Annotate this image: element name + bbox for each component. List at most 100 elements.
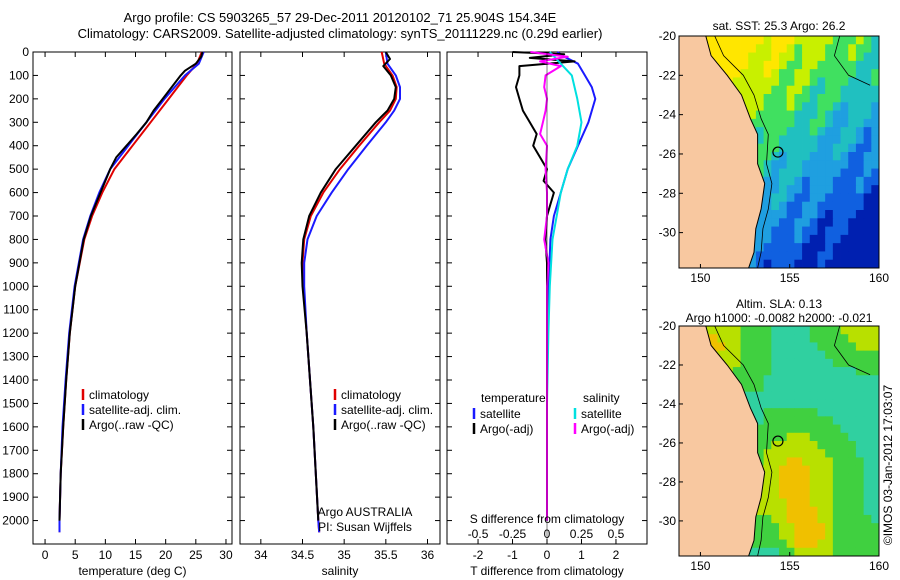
- map-cell: [809, 399, 818, 409]
- map-cell: [755, 408, 765, 417]
- map-cell: [763, 342, 772, 352]
- map-cell: [786, 85, 795, 95]
- map-cell: [763, 226, 772, 236]
- map-cell: [832, 334, 841, 343]
- map-cell: [871, 457, 880, 467]
- map-cell: [825, 110, 834, 120]
- plot-frame: [239, 51, 441, 545]
- map-cell: [817, 251, 826, 261]
- map-cell: [825, 498, 834, 508]
- map-cell: [794, 391, 803, 401]
- map-cell: [825, 60, 834, 70]
- map-cell: [763, 547, 772, 557]
- map-cell: [794, 94, 803, 103]
- map-cell: [863, 44, 872, 53]
- y-tick-label: -22: [659, 358, 677, 372]
- map-cell: [794, 143, 803, 153]
- map-cell: [863, 102, 872, 111]
- map-cell: [763, 201, 772, 211]
- map-cell: [848, 449, 857, 458]
- map-cell: [832, 441, 841, 450]
- map-cell: [809, 201, 818, 211]
- map-cell: [809, 408, 818, 417]
- map-cell: [871, 547, 880, 557]
- map-cell: [732, 69, 741, 78]
- map-cell: [755, 85, 765, 95]
- map-cell: [848, 36, 857, 45]
- map-cell: [840, 168, 849, 178]
- map-cell: [840, 416, 849, 425]
- legend-label: climatology: [341, 388, 401, 402]
- map-cell: [832, 490, 841, 499]
- map-cell: [763, 334, 772, 343]
- y-tick-label: 1800: [2, 467, 29, 481]
- map-cell: [840, 531, 849, 540]
- map-cell: [763, 375, 772, 384]
- map-cell: [840, 77, 849, 87]
- map-cell: [817, 334, 826, 343]
- map-cell: [725, 358, 734, 368]
- map-cell: [779, 110, 788, 120]
- map-cell: [817, 391, 826, 401]
- map-cell: [871, 118, 880, 128]
- map-cell: [771, 383, 780, 393]
- map-cell: [825, 326, 834, 335]
- map-cell: [802, 127, 811, 136]
- x-tick-label: 160: [869, 271, 889, 285]
- map-cell: [825, 449, 834, 458]
- map-cell: [786, 547, 795, 557]
- map-cell: [809, 482, 818, 491]
- s-tick-label: -0.5: [468, 527, 489, 541]
- map-cell: [786, 52, 795, 62]
- map-cell: [840, 226, 849, 236]
- map-cell: [779, 102, 788, 111]
- map-cell: [779, 44, 788, 53]
- map-cell: [871, 135, 880, 145]
- map-cell: [863, 514, 872, 524]
- map-cell: [755, 60, 765, 70]
- map-cell: [732, 36, 741, 45]
- y-tick-label: 300: [9, 115, 29, 129]
- map-cell: [863, 160, 872, 169]
- map-cell: [871, 424, 880, 434]
- map-cell: [832, 176, 841, 186]
- map-cell: [755, 218, 765, 227]
- depth-contour: [714, 36, 773, 268]
- map-cell: [871, 358, 880, 368]
- map-cell: [809, 432, 818, 442]
- map-cell: [717, 342, 726, 352]
- map-cell: [832, 210, 841, 219]
- map-cell: [755, 342, 765, 352]
- map-cell: [809, 243, 818, 252]
- map-cell: [748, 259, 757, 269]
- map-cell: [871, 143, 880, 153]
- map-cell: [817, 506, 826, 516]
- map-cell: [832, 36, 841, 45]
- map-cell: [848, 110, 857, 120]
- map-cell: [755, 358, 765, 368]
- map-cell: [848, 490, 857, 499]
- map-cell: [871, 375, 880, 384]
- map-cell: [871, 201, 880, 211]
- map-cell: [802, 514, 811, 524]
- map-cell: [817, 482, 826, 491]
- map-cell: [863, 424, 872, 434]
- y-tick-label: 1300: [2, 350, 29, 364]
- x-tick-label: 0: [544, 548, 551, 562]
- map-cell: [779, 498, 788, 508]
- map-cell: [794, 118, 803, 128]
- map-cell: [725, 36, 734, 45]
- map-cell: [802, 490, 811, 499]
- map-cell: [809, 523, 818, 532]
- map-cell: [848, 127, 857, 136]
- map-cell: [871, 85, 880, 95]
- map-cell: [809, 127, 818, 136]
- map-cell: [779, 152, 788, 161]
- map-cell: [802, 251, 811, 261]
- map-cell: [802, 432, 811, 442]
- map-cell: [802, 482, 811, 491]
- map-cell: [832, 110, 841, 120]
- map-cell: [871, 514, 880, 524]
- map-cell: [802, 185, 811, 194]
- map-cell: [786, 193, 795, 203]
